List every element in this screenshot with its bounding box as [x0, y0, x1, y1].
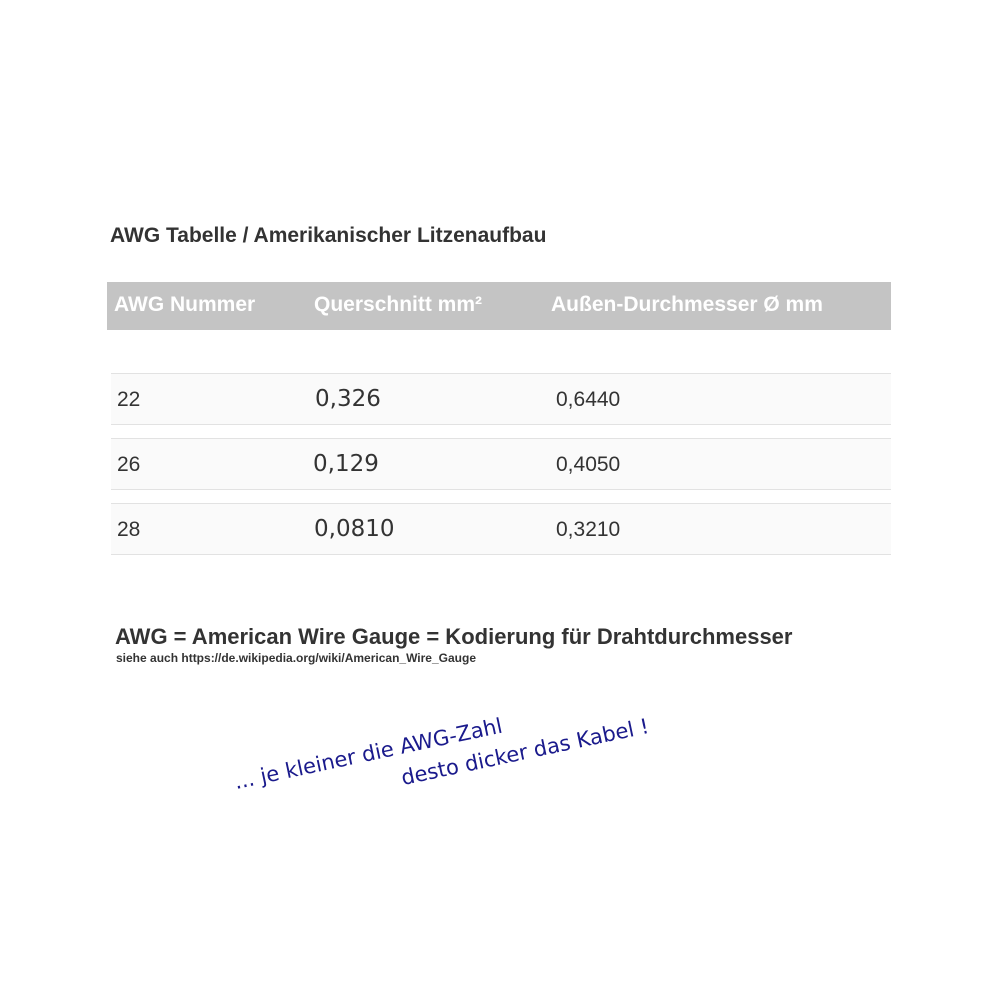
table-header: AWG Nummer Querschnitt mm² Außen-Durchme… [107, 282, 891, 330]
cell-cross-section: 0,0810 [314, 516, 395, 542]
cell-cross-section: 0,326 [315, 386, 381, 412]
table-row: 28 0,0810 0,3210 [111, 503, 891, 555]
header-outer-diameter: Außen-Durchmesser Ø mm [551, 293, 823, 316]
header-awg-number: AWG Nummer [114, 293, 256, 316]
cell-awg: 22 [117, 388, 141, 411]
cell-awg: 28 [117, 518, 141, 541]
cell-diameter: 0,6440 [556, 388, 621, 411]
cell-diameter: 0,3210 [556, 518, 621, 541]
table-row: 26 0,129 0,4050 [111, 438, 891, 490]
note-line-2: desto dicker das Kabel ! [399, 714, 652, 790]
awg-definition: AWG = American Wire Gauge = Kodierung fü… [115, 624, 793, 649]
table-row: 22 0,326 0,6440 [111, 373, 891, 425]
header-cross-section: Querschnitt mm² [314, 293, 483, 316]
cell-cross-section: 0,129 [313, 451, 379, 477]
cell-awg: 26 [117, 453, 141, 476]
page-title: AWG Tabelle / Amerikanischer Litzenaufba… [110, 224, 547, 247]
see-also-link[interactable]: siehe auch https://de.wikipedia.org/wiki… [116, 651, 476, 665]
cell-diameter: 0,4050 [556, 453, 621, 476]
